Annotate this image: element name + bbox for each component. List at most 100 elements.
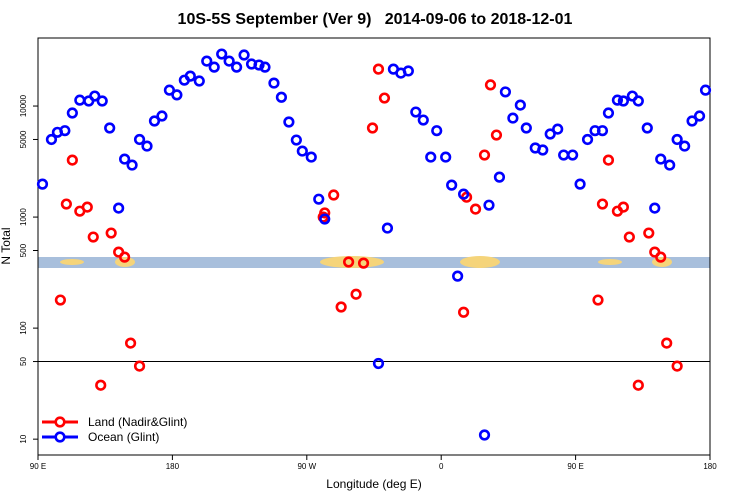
data-point	[417, 114, 429, 126]
data-point	[410, 106, 422, 118]
data-point	[201, 55, 213, 67]
data-point	[623, 231, 635, 243]
data-point	[458, 188, 470, 200]
data-point	[574, 178, 586, 190]
data-point	[184, 70, 196, 82]
data-point	[124, 337, 137, 349]
data-point	[296, 145, 308, 157]
x-tick-label: 90 E	[567, 462, 583, 471]
data-point	[113, 202, 125, 214]
data-point	[366, 122, 379, 134]
data-point	[171, 89, 183, 101]
data-point	[350, 288, 362, 300]
y-tick-label: 50	[19, 357, 28, 366]
data-point	[507, 112, 519, 124]
data-point	[119, 153, 131, 165]
data-point	[66, 107, 78, 119]
land-shape	[60, 259, 84, 265]
map-strip	[38, 256, 710, 268]
data-point	[313, 193, 325, 205]
data-point	[686, 115, 698, 127]
data-point	[290, 134, 302, 146]
data-point	[431, 125, 443, 137]
data-point	[259, 61, 271, 73]
legend-marker	[54, 431, 66, 443]
data-point	[446, 179, 458, 191]
data-point	[238, 49, 250, 61]
data-point	[632, 95, 644, 107]
data-point	[59, 125, 71, 137]
data-point	[328, 189, 340, 201]
data-point	[452, 270, 464, 282]
data-point	[671, 133, 683, 146]
data-point	[469, 203, 482, 215]
data-point	[105, 227, 117, 239]
data-point	[493, 171, 506, 183]
chart-title: 10S-5S September (Ver 9) 2014-09-06 to 2…	[178, 11, 573, 28]
data-point	[74, 94, 86, 106]
data-point	[54, 294, 67, 306]
data-point	[440, 151, 452, 163]
legend-label: Land (Nadir&Glint)	[88, 415, 187, 429]
data-point	[602, 154, 615, 166]
data-point	[661, 337, 673, 349]
data-point	[537, 144, 549, 156]
data-point	[87, 231, 99, 243]
data-point	[163, 84, 176, 96]
y-tick-label: 500	[19, 243, 28, 257]
data-point	[596, 198, 609, 210]
data-point	[231, 61, 243, 73]
data-point	[544, 128, 556, 140]
data-point	[275, 91, 288, 103]
data-point	[478, 149, 491, 161]
plot-frame	[37, 37, 711, 456]
data-point	[558, 149, 570, 161]
data-point	[283, 116, 295, 128]
data-point	[126, 159, 138, 171]
y-tick-label: 100	[19, 321, 28, 335]
data-point	[141, 140, 153, 152]
data-point	[96, 95, 108, 107]
y-tick-label: 5000	[19, 130, 28, 148]
data-point	[478, 429, 491, 441]
data-point	[319, 207, 331, 219]
data-point	[335, 301, 347, 313]
data-point	[156, 110, 168, 122]
data-point	[617, 201, 629, 213]
data-point	[602, 107, 615, 119]
data-point	[81, 201, 93, 213]
data-point	[36, 178, 49, 190]
data-point	[641, 122, 653, 134]
data-point	[632, 379, 644, 391]
data-point	[148, 115, 161, 127]
x-tick-label: 90 E	[30, 462, 46, 471]
x-axis-label: Longitude (deg E)	[326, 477, 421, 491]
data-point	[671, 360, 683, 372]
data-point	[133, 360, 146, 372]
y-tick-label: 1000	[19, 208, 28, 226]
data-point	[514, 99, 526, 111]
data-point	[319, 213, 331, 225]
data-point	[89, 90, 101, 102]
data-point	[381, 222, 394, 234]
land-shape	[460, 256, 500, 268]
data-point	[378, 92, 391, 104]
x-tick-label: 180	[166, 462, 180, 471]
data-point	[643, 227, 655, 239]
data-point	[119, 251, 131, 263]
data-point	[664, 159, 676, 171]
data-point	[402, 65, 414, 77]
data-point	[567, 149, 579, 161]
data-point	[484, 79, 497, 91]
data-point	[253, 59, 265, 71]
data-point	[305, 151, 317, 163]
data-point	[425, 151, 437, 163]
x-tick-label: 90 W	[297, 462, 316, 471]
x-tick-label: 0	[439, 462, 444, 471]
data-point	[45, 133, 58, 146]
data-point	[95, 379, 107, 391]
data-point	[699, 84, 712, 96]
data-point	[343, 256, 355, 268]
data-point	[581, 133, 594, 146]
y-tick-label: 10	[19, 434, 28, 443]
